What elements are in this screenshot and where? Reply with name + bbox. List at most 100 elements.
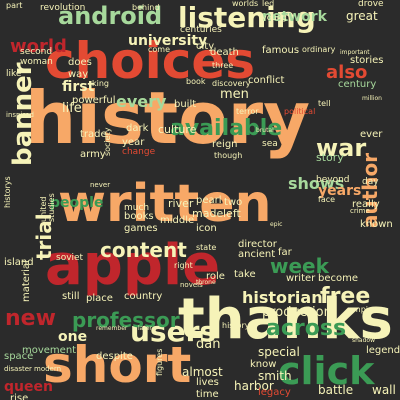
word-war: war [316, 134, 367, 162]
word-king: king [92, 79, 110, 88]
word-network: network [262, 9, 327, 25]
word-never: never [90, 181, 111, 189]
word-almost: almost [182, 365, 223, 379]
word-author: author [358, 152, 382, 228]
word-figures: figures [155, 348, 164, 376]
word-brutal: brutal [256, 127, 274, 134]
word-conflict: conflict [248, 75, 285, 86]
word-country: country [124, 291, 163, 302]
word-behind: behind [132, 3, 160, 12]
word-novels: novels [180, 281, 203, 289]
word-available: available [170, 116, 283, 141]
word-million: million [362, 95, 382, 102]
word-shadow: shadow [352, 337, 375, 344]
word-army: army [80, 149, 106, 160]
word-smith: smith [258, 369, 292, 383]
word-icon: icon [196, 223, 217, 234]
word-disaster: disaster [4, 365, 32, 373]
word-really: really [352, 199, 380, 210]
word-users: users [130, 315, 217, 348]
word-remember: remember [96, 325, 128, 332]
word-director: director [238, 239, 277, 250]
word-much: much [124, 203, 150, 213]
word-material: material [21, 260, 32, 302]
word-discovery: discovery [212, 79, 251, 88]
word-beyond: beyond [316, 175, 350, 185]
word-years: years [318, 183, 362, 199]
word-second: second [20, 47, 53, 57]
word-worlds: worlds [232, 0, 259, 8]
word-legend: legend [366, 345, 400, 356]
word-powerful: powerful [72, 95, 116, 106]
word-inspired: inspired [6, 111, 34, 119]
word-story: story [316, 151, 344, 164]
word-thanks: thanks [178, 287, 393, 352]
word-made: made [192, 207, 224, 220]
word-dan: dan [196, 337, 221, 352]
word-short: short [43, 336, 192, 394]
word-studies: studies [47, 193, 56, 222]
word-people: people [50, 195, 104, 211]
word-centuries: centuries [180, 25, 222, 35]
word-android: android [58, 2, 163, 30]
word-far: far [278, 247, 292, 258]
word-new: new [5, 306, 56, 331]
word-left: left [223, 207, 241, 220]
word-choices: choices [45, 32, 256, 90]
word-harbor: harbor [234, 379, 274, 393]
word-like: like [6, 69, 22, 79]
word-know: know [250, 359, 277, 370]
word-sea: sea [262, 139, 278, 149]
word-ordinary: ordinary [302, 45, 336, 54]
word-terror: terror [236, 107, 259, 116]
word-still: still [62, 291, 80, 302]
word-year: year [122, 137, 145, 148]
word-three: three [212, 61, 234, 70]
word-books: books [124, 211, 154, 222]
word-throne: throne [196, 279, 216, 286]
word-history: history [25, 76, 311, 160]
word-life: life [62, 101, 82, 116]
word-does: does [68, 57, 92, 68]
word-time: time [196, 389, 219, 400]
word-lives: lives [196, 377, 219, 388]
word-epic: epic [270, 221, 283, 228]
word-history: history [222, 321, 250, 330]
word-trade: trade [80, 129, 107, 140]
word-century: century [338, 79, 377, 90]
word-later: later [138, 325, 152, 332]
word-place: place [86, 293, 113, 304]
word-known: known [360, 219, 393, 230]
word-professor: professor [72, 308, 180, 332]
word-built: built [174, 99, 197, 110]
word-reign: reign [212, 139, 238, 150]
word-men: men [220, 87, 249, 102]
word-special: special [258, 345, 300, 359]
word-middle: middle [160, 215, 195, 226]
word-political: political [284, 107, 316, 116]
word-led: led [262, 0, 275, 8]
word-rise: rise [10, 393, 29, 400]
word-soviet: soviet [56, 253, 84, 263]
word-university: university [128, 33, 208, 49]
word-take: take [234, 269, 256, 280]
word-come: come [148, 45, 171, 54]
word-empire: empire [348, 305, 377, 314]
word-revolution: revolution [40, 3, 86, 13]
word-every: every [116, 92, 167, 111]
word-part: part [6, 1, 23, 10]
word-ancient: ancient [238, 249, 276, 260]
word-apple: apple [45, 233, 221, 298]
word-writer: writer [286, 273, 316, 284]
word-historys: historys [3, 176, 12, 208]
word-historian: historian [242, 288, 323, 307]
word-wall: wall [372, 383, 396, 397]
word-listening: listening [178, 1, 316, 34]
word-world: world [10, 36, 67, 57]
word-production: production [262, 305, 332, 320]
word-battle: battle [318, 383, 354, 397]
word-pearl: pearl [196, 195, 222, 206]
word-culture: culture [158, 123, 197, 136]
word-crime: crime [350, 207, 370, 215]
